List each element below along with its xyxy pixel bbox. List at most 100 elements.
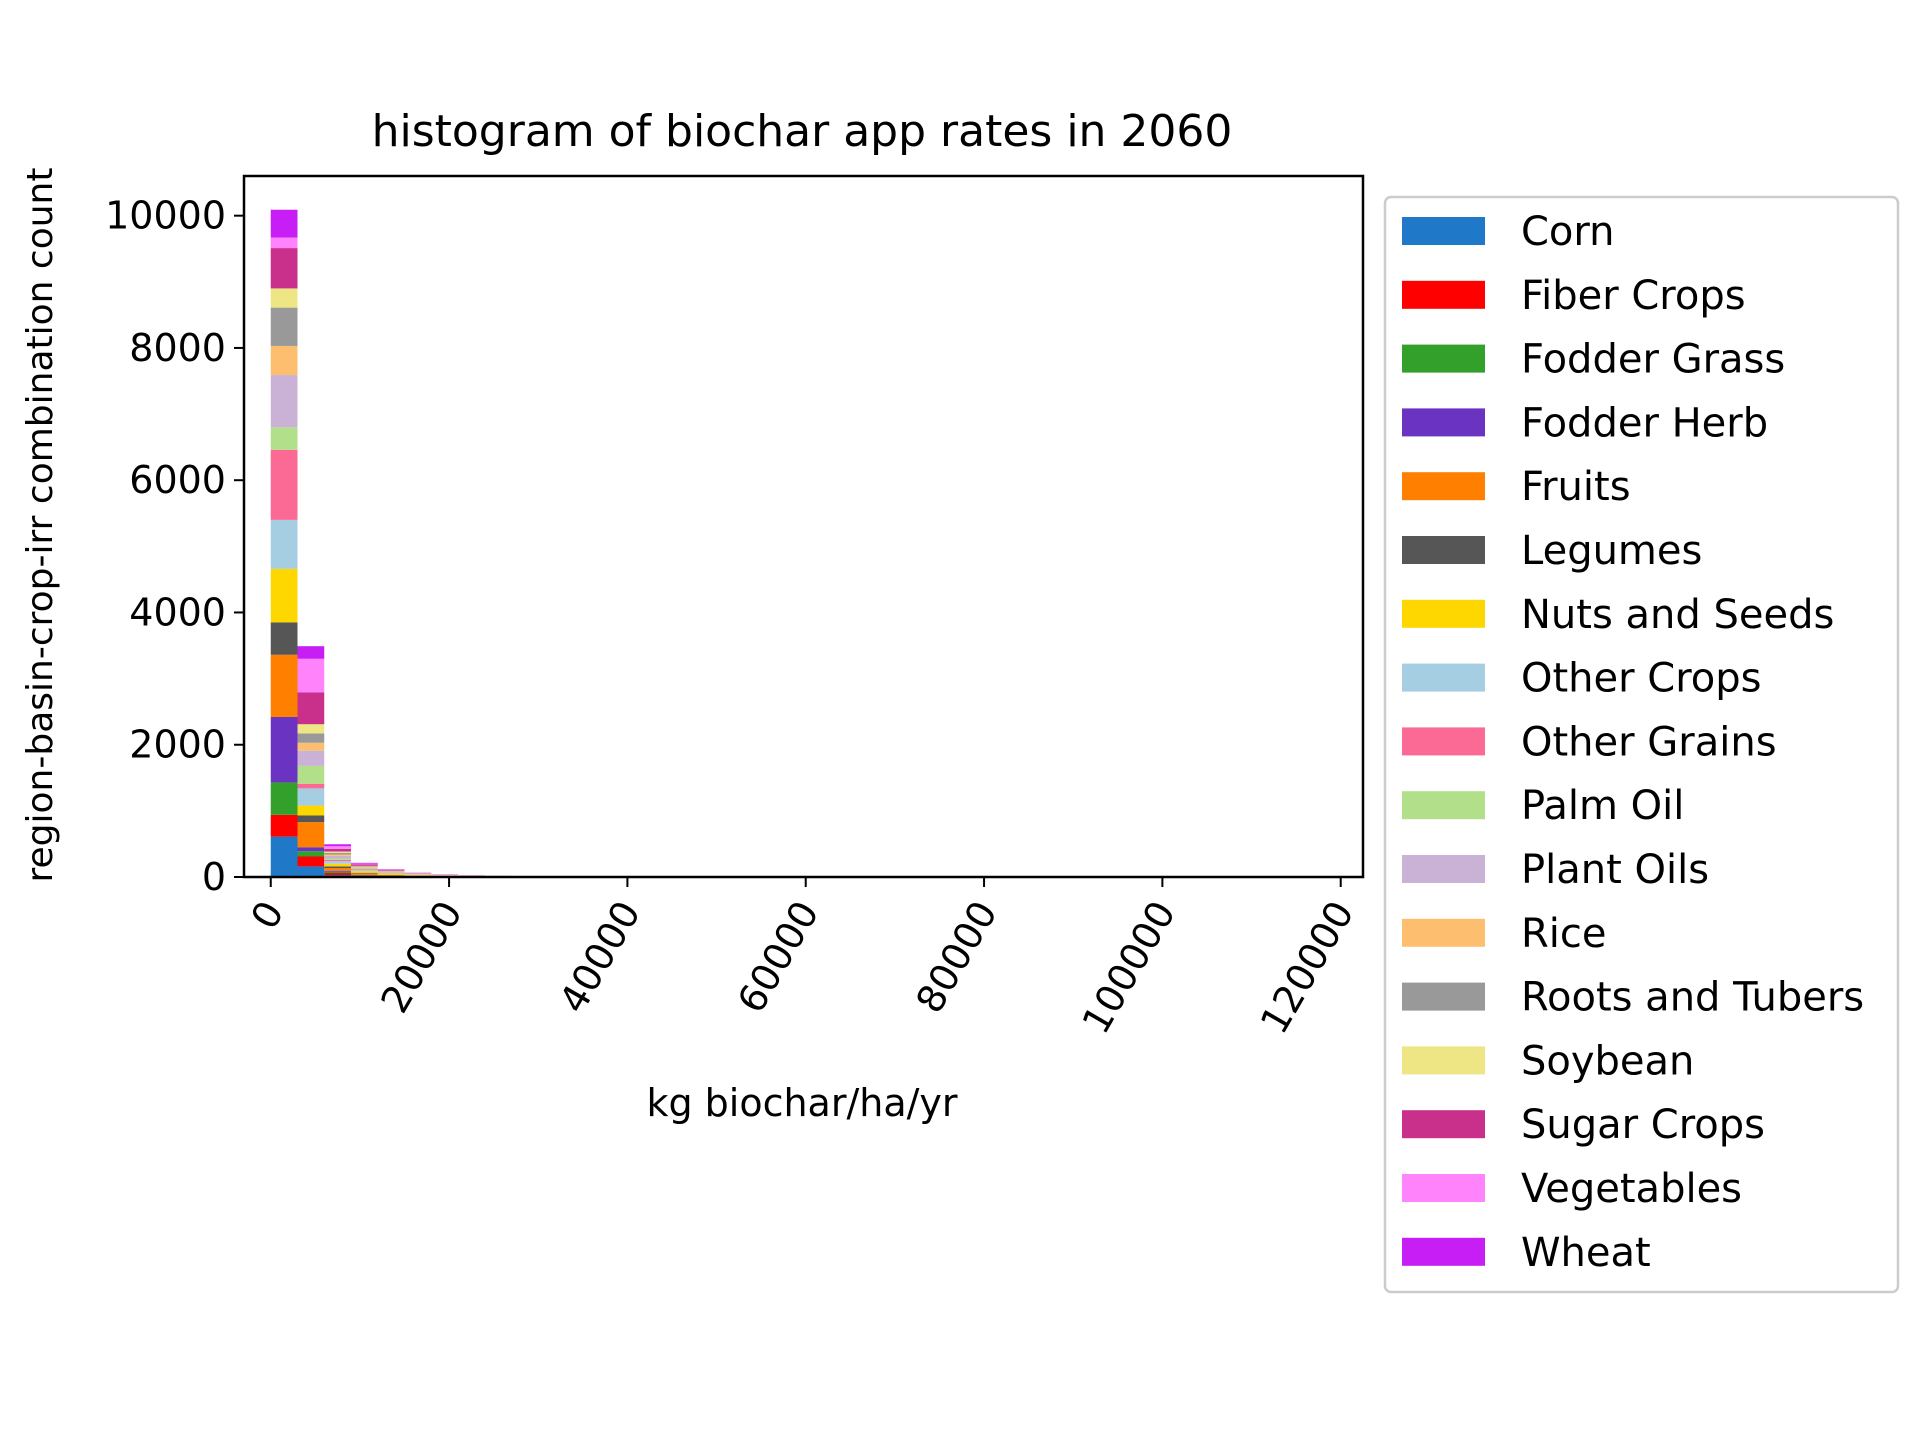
- y-axis-ticks: 0 2000 4000 6000 8000 10000: [105, 194, 244, 899]
- bar-segment-other-grains: [270, 449, 298, 520]
- legend-label: Legumes: [1521, 528, 1702, 574]
- legend-swatch: [1402, 982, 1485, 1011]
- bar-segment-rice: [324, 854, 351, 856]
- bar-segment-nuts-and-seeds: [297, 805, 325, 816]
- legend-swatch: [1402, 1046, 1485, 1075]
- legend-swatch: [1402, 1174, 1485, 1202]
- legend-swatch: [1402, 663, 1485, 692]
- bar-segment-vegetables: [270, 237, 298, 249]
- y-tick-label: 6000: [129, 458, 226, 502]
- legend-label: Soybean: [1521, 1038, 1694, 1084]
- bar-segment-wheat: [297, 646, 325, 659]
- bar-segment-palm-oil: [297, 765, 325, 784]
- bar-segment-soybean: [324, 851, 351, 853]
- bar-segment-nuts-and-seeds: [377, 873, 405, 875]
- bar-segment-roots-and-tubers: [297, 733, 325, 743]
- y-tick-label: 2000: [129, 723, 226, 767]
- bar-segment-sugar-crops: [377, 869, 405, 871]
- bar-segment-fodder-grass: [297, 851, 325, 857]
- bar-segment-other-grains: [297, 783, 325, 789]
- bar-segment-palm-oil: [270, 427, 298, 450]
- bar-segment-palm-oil: [350, 868, 378, 870]
- bar-segment-palm-oil: [324, 858, 351, 860]
- bar-segment-fodder-herb: [324, 870, 351, 872]
- legend-swatch: [1402, 280, 1485, 309]
- bar-segment-wheat: [270, 209, 298, 238]
- bar-segment-fodder-grass: [324, 871, 351, 874]
- legend: Corn Fiber Crops Fodder Grass Fodder Herb Fr…: [1383, 195, 1900, 1294]
- bar-segment-rice: [297, 742, 325, 751]
- bar-segment-roots-and-tubers: [350, 866, 378, 868]
- bar-segment-plant-oils: [324, 855, 351, 859]
- legend-label: Roots and Tubers: [1521, 975, 1864, 1021]
- bar-segment-legumes: [297, 815, 325, 823]
- legend-label: Corn: [1521, 209, 1615, 255]
- bar-segment-soybean: [297, 724, 325, 734]
- bar-segment-plant-oils: [377, 871, 405, 873]
- y-tick-label: 8000: [129, 326, 226, 370]
- bar-segment-fiber-crops: [270, 814, 298, 837]
- bar-segment-fodder-grass: [270, 782, 298, 815]
- bar-segment-wheat: [324, 844, 351, 847]
- bar-segment-nuts-and-seeds: [350, 871, 378, 873]
- bar-segment-fruits: [324, 868, 351, 871]
- bar-segment-vegetables: [377, 869, 405, 870]
- legend-swatch: [1402, 472, 1485, 501]
- bar-segment-fruits: [270, 654, 298, 717]
- legend-swatch: [1402, 344, 1485, 373]
- bar-segment-fruits: [377, 875, 405, 876]
- legend-label: Fodder Grass: [1521, 337, 1785, 383]
- bar-segment-legumes: [270, 622, 298, 655]
- bar-segment-sugar-crops: [324, 848, 351, 852]
- bar-segment-fiber-crops: [324, 873, 351, 876]
- legend-label: Other Crops: [1521, 656, 1762, 702]
- bar-segment-soybean: [350, 865, 378, 867]
- histogram-bars: [270, 209, 539, 877]
- legend-frame: [1383, 195, 1900, 1294]
- bar-segment-other-grains: [324, 859, 351, 862]
- legend-label: Plant Oils: [1521, 847, 1709, 893]
- y-tick-label: 4000: [129, 590, 226, 634]
- legend-swatch: [1402, 855, 1485, 883]
- bar-segment-sugar-crops: [297, 692, 325, 725]
- bar-segment-sugar-crops: [270, 248, 298, 289]
- x-axis-label: kg biochar/ha/yr: [646, 1081, 957, 1125]
- legend-label: Fruits: [1521, 464, 1631, 510]
- legend-swatch: [1402, 217, 1485, 245]
- bar-segment-other-grains: [350, 869, 378, 871]
- legend-label: Sugar Crops: [1521, 1102, 1765, 1148]
- legend-label: Other Grains: [1521, 719, 1777, 765]
- bar-segment-nuts-and-seeds: [404, 875, 432, 876]
- bar-segment-nuts-and-seeds: [270, 568, 298, 623]
- bar-segment-nuts-and-seeds: [324, 863, 351, 867]
- bar-segment-other-crops: [377, 872, 405, 874]
- bar-segment-wheat: [350, 862, 378, 864]
- bar-segment-roots-and-tubers: [324, 852, 351, 855]
- bar-segment-legumes: [324, 866, 351, 869]
- bar-segment-rice: [350, 867, 378, 868]
- y-axis-label: region-basin-crop-irr combination count: [20, 168, 61, 883]
- bar-segment-fodder-grass: [350, 875, 378, 876]
- legend-swatch: [1402, 727, 1485, 756]
- bar-segment-corn: [297, 866, 325, 877]
- chart-title: histogram of biochar app rates in 2060: [372, 106, 1233, 157]
- legend-swatch: [1402, 536, 1485, 564]
- bar-segment-vegetables: [297, 658, 325, 693]
- legend-label: Fodder Herb: [1521, 400, 1768, 446]
- bar-segment-plant-oils: [297, 750, 325, 766]
- bar-segment-fruits: [297, 822, 325, 848]
- plot-area-frame: [242, 174, 1365, 879]
- bar-segment-other-crops: [270, 519, 298, 569]
- legend-label: Rice: [1521, 911, 1607, 957]
- bar-segment-plant-oils: [270, 375, 298, 428]
- bar-segment-other-crops: [350, 870, 378, 872]
- bar-segment-legumes: [350, 872, 378, 874]
- bar-segment-rice: [270, 345, 298, 376]
- legend-label: Nuts and Seeds: [1521, 592, 1834, 638]
- bar-segment-soybean: [270, 288, 298, 308]
- legend-label: Wheat: [1521, 1230, 1651, 1276]
- bar-segment-other-crops: [324, 861, 351, 864]
- legend-swatch: [1402, 791, 1485, 820]
- y-tick-label: 0: [202, 855, 226, 899]
- legend-swatch: [1402, 1237, 1485, 1266]
